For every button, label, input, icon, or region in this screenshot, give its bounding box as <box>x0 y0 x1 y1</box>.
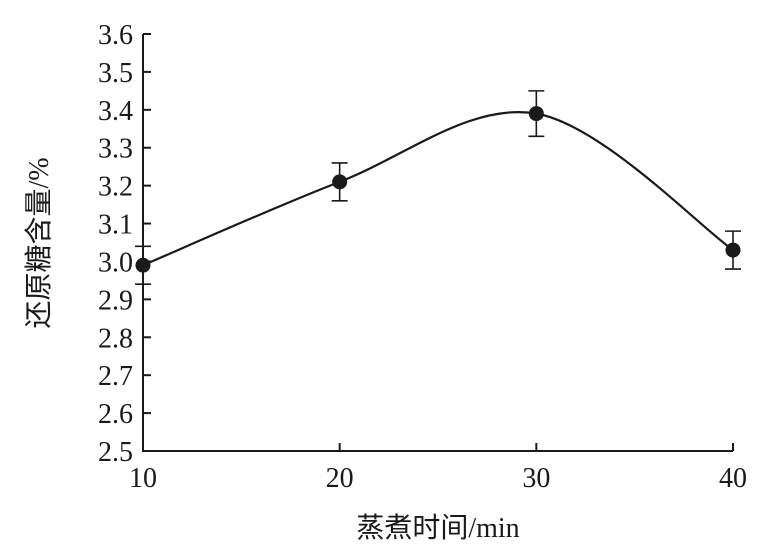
series-layer <box>135 90 741 285</box>
y-tick-label: 2.5 <box>98 437 133 468</box>
y-tick-label: 3.4 <box>98 96 133 127</box>
y-tick-label: 2.7 <box>98 361 133 392</box>
y-tick-label: 3.0 <box>98 247 133 278</box>
x-axis-ticks: 10 20 30 40 <box>129 443 747 494</box>
data-point <box>332 174 348 190</box>
y-tick-label: 3.1 <box>98 210 133 241</box>
y-tick-label: 2.6 <box>98 399 133 430</box>
x-tick-label: 40 <box>719 463 747 494</box>
x-tick-label: 30 <box>522 463 550 494</box>
y-axis-title: 还原糖含量/% <box>23 157 55 328</box>
axis-lines <box>142 34 733 452</box>
x-tick-label: 20 <box>326 463 354 494</box>
plot-area: 10 20 30 40 2.5 2.6 2.7 2.8 2.9 3.0 3.1 3.2 3.3 3.4 3… <box>98 20 747 494</box>
y-axis-ticks: 2.5 2.6 2.7 2.8 2.9 3.0 3.1 3.2 3.3 3.4 3.5 3.6 <box>98 20 151 468</box>
y-tick-label: 3.3 <box>98 134 133 165</box>
series-line <box>142 111 734 267</box>
x-axis-title: 蒸煮时间/min <box>356 512 519 544</box>
y-tick-label: 3.2 <box>98 172 133 203</box>
data-point <box>528 106 544 122</box>
data-point <box>135 257 151 273</box>
x-tick-label: 10 <box>129 463 157 494</box>
y-tick-label: 3.5 <box>98 58 133 89</box>
y-tick-label: 2.8 <box>98 323 133 354</box>
data-point <box>725 242 741 258</box>
y-tick-label: 2.9 <box>98 285 133 316</box>
y-tick-label: 3.6 <box>98 20 133 51</box>
